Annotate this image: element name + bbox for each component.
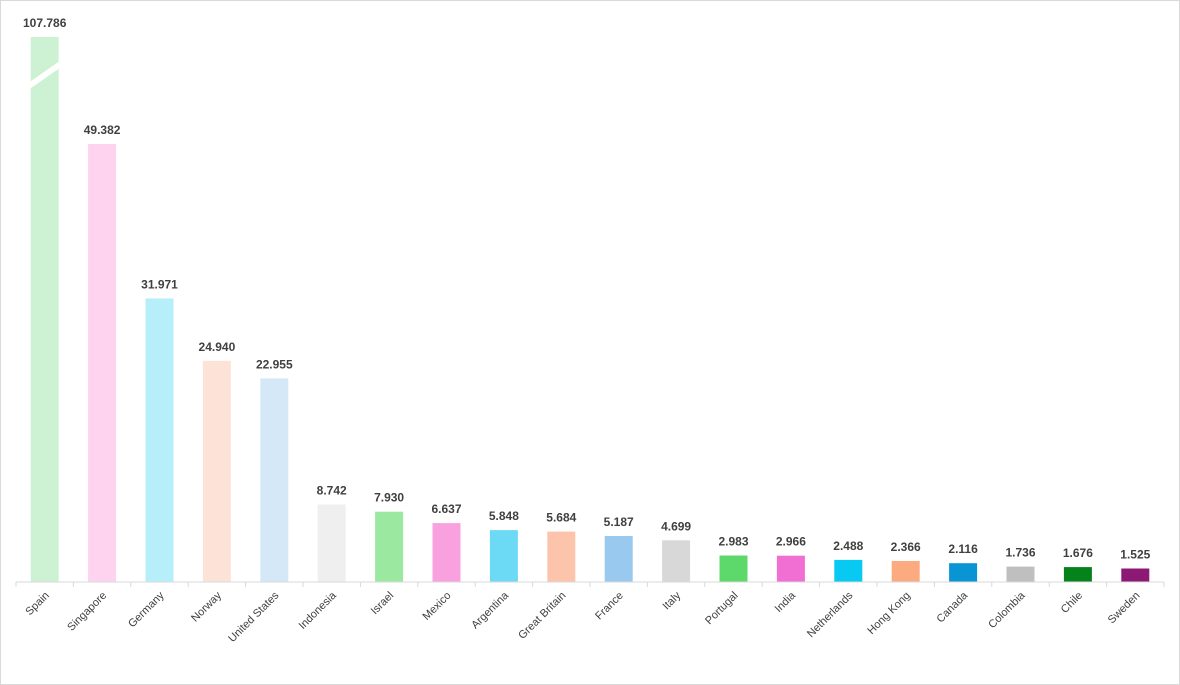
bar-singapore — [88, 144, 117, 582]
x-tick-label: Netherlands — [805, 589, 856, 640]
data-label: 8.742 — [317, 484, 347, 498]
bar-argentina — [489, 530, 518, 582]
bar-germany — [145, 298, 174, 582]
x-tick-label: United States — [226, 589, 282, 645]
x-axis-ticks — [15, 582, 1165, 587]
data-label: 1.736 — [1005, 546, 1035, 560]
bar-netherlands — [834, 559, 863, 582]
x-tick-label: India — [773, 589, 799, 615]
data-label: 5.684 — [546, 511, 576, 525]
x-tick-label: Sweden — [1106, 590, 1143, 627]
x-tick-label: Great Britain — [516, 590, 568, 642]
data-label: 5.187 — [604, 515, 634, 529]
bar-colombia — [1006, 566, 1035, 582]
x-tick-label: Hong Kong — [865, 590, 912, 637]
bar-portugal — [719, 555, 748, 582]
data-label: 107.786 — [23, 16, 67, 30]
x-axis-tick-labels: Spain Singapore Germany Norway United States… — [23, 589, 1142, 645]
x-tick-label: Mexico — [420, 590, 453, 623]
data-label: 6.637 — [431, 502, 461, 516]
data-label: 2.116 — [948, 542, 978, 556]
x-tick-label: Germany — [126, 589, 167, 630]
axis-break-mark — [29, 61, 60, 89]
bar-great-britain — [547, 531, 576, 582]
bar-canada — [949, 563, 978, 582]
bar-mexico — [432, 523, 461, 582]
bar-chile — [1063, 567, 1092, 582]
x-tick-label: Norway — [189, 589, 224, 624]
bar-india — [776, 555, 805, 582]
data-label: 24.940 — [199, 340, 236, 354]
x-tick-label: Singapore — [65, 590, 109, 634]
data-label: 1.525 — [1120, 548, 1150, 562]
x-tick-label: Chile — [1059, 590, 1085, 616]
bar-italy — [662, 540, 691, 582]
x-tick-label: Portugal — [703, 590, 740, 627]
data-label: 7.930 — [374, 491, 404, 505]
data-labels-group: 107.786 49.382 31.971 24.940 22.955 8.742 7.93… — [23, 16, 1151, 562]
x-tick-label: Spain — [23, 590, 51, 618]
x-tick-label: Argentina — [469, 589, 511, 631]
data-label: 2.488 — [833, 539, 863, 553]
bar-israel — [375, 511, 404, 582]
bar-spain — [30, 37, 59, 582]
x-tick-label: Indonesia — [297, 589, 340, 632]
x-tick-label: Colombia — [986, 589, 1028, 631]
bar-norway — [202, 360, 231, 582]
bars-group — [29, 37, 1150, 582]
data-label: 2.983 — [718, 535, 748, 549]
data-label: 1.676 — [1063, 546, 1093, 560]
bar-united-states — [260, 378, 289, 582]
data-label: 22.955 — [256, 357, 293, 371]
bar-indonesia — [317, 504, 346, 582]
x-tick-label: Israel — [369, 590, 397, 618]
bar-sweden — [1121, 568, 1150, 582]
x-tick-label: Canada — [934, 589, 970, 625]
x-tick-label: France — [593, 590, 626, 623]
data-label: 5.848 — [489, 509, 519, 523]
data-label: 2.966 — [776, 535, 806, 549]
bar-hong-kong — [891, 561, 920, 582]
data-label: 31.971 — [141, 277, 178, 291]
data-label: 49.382 — [84, 123, 121, 137]
data-label: 4.699 — [661, 519, 691, 533]
x-tick-label: Italy — [660, 589, 683, 612]
data-label: 2.366 — [891, 540, 921, 554]
bar-france — [604, 536, 633, 582]
